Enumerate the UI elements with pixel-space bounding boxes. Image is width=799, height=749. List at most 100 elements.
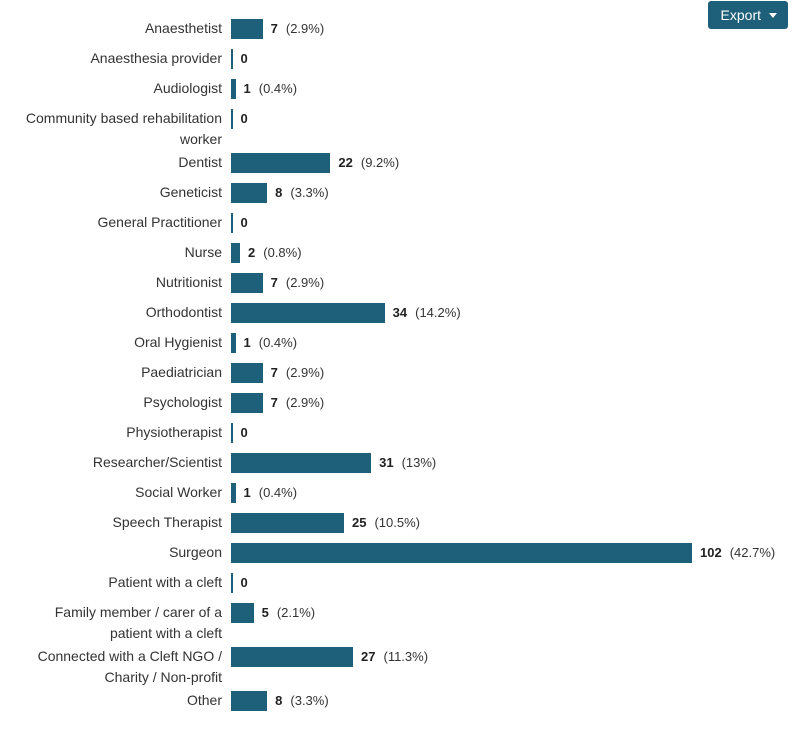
bar — [231, 363, 263, 383]
category-label: Other — [0, 690, 222, 711]
bar — [231, 109, 233, 129]
export-button-label: Export — [720, 7, 761, 23]
category-label: Orthodontist — [0, 302, 222, 323]
percent-label: (2.1%) — [276, 605, 316, 620]
data-label: 0 — [241, 109, 248, 129]
value-label: 7 — [270, 275, 278, 290]
value-label: 102 — [700, 545, 722, 560]
bar — [231, 423, 233, 443]
data-label: 2 (0.8%) — [248, 243, 302, 263]
category-label-line: Nutritionist — [155, 274, 222, 290]
percent-label: (0.4%) — [258, 81, 298, 96]
percent-label: (2.9%) — [285, 275, 325, 290]
category-label: Speech Therapist — [0, 512, 222, 533]
category-label-line: Other — [186, 692, 222, 708]
bar — [231, 573, 233, 593]
chart-row: Geneticist 8 (3.3%) — [0, 182, 799, 212]
data-label: 1 (0.4%) — [244, 333, 298, 353]
value-label: 7 — [270, 21, 278, 36]
bar — [231, 49, 233, 69]
chart-row: Connected with a Cleft NGO / Charity / No… — [0, 646, 799, 690]
chart-row: Physiotherapist 0 — [0, 422, 799, 452]
bar — [231, 273, 263, 293]
category-label-line: Geneticist — [159, 184, 222, 200]
category-label-line: Anaesthesia provider — [90, 50, 222, 66]
chart-row: Oral Hygienist 1 (0.4%) — [0, 332, 799, 362]
category-label-line: Audiologist — [153, 80, 223, 96]
category-label: Paediatrician — [0, 362, 222, 383]
chart-row: Nurse 2 (0.8%) — [0, 242, 799, 272]
bar — [231, 603, 254, 623]
value-label: 34 — [392, 305, 408, 320]
value-label: 7 — [270, 365, 278, 380]
data-label: 7 (2.9%) — [271, 19, 325, 39]
data-label: 0 — [241, 573, 248, 593]
category-label-line: General Practitioner — [97, 214, 222, 230]
chart-row: Family member / carer of a patient with a… — [0, 602, 799, 646]
category-label-line: Social Worker — [135, 484, 222, 500]
category-label: Dentist — [0, 152, 222, 173]
category-label-line: Orthodontist — [145, 304, 222, 320]
chart-row: Speech Therapist 25 (10.5%) — [0, 512, 799, 542]
chart-row: General Practitioner 0 — [0, 212, 799, 242]
percent-label: (0.4%) — [258, 485, 298, 500]
category-label: Psychologist — [0, 392, 222, 413]
category-label: Surgeon — [0, 542, 222, 563]
chart-row: Social Worker 1 (0.4%) — [0, 482, 799, 512]
value-label: 0 — [240, 575, 248, 590]
caret-down-icon — [769, 13, 777, 18]
value-label: 1 — [243, 485, 251, 500]
bar — [231, 79, 236, 99]
bar — [231, 543, 692, 563]
category-label: General Practitioner — [0, 212, 222, 233]
data-label: 7 (2.9%) — [271, 363, 325, 383]
chart-row: Anaesthesia provider 0 — [0, 48, 799, 78]
category-label: Social Worker — [0, 482, 222, 503]
percent-label: (2.9%) — [285, 395, 325, 410]
category-label-line: Researcher/Scientist — [92, 454, 222, 470]
category-label-line: Dentist — [178, 154, 222, 170]
category-label: Connected with a Cleft NGO / Charity / No… — [0, 646, 222, 688]
percent-label: (2.9%) — [285, 21, 325, 36]
category-label: Geneticist — [0, 182, 222, 203]
chart-row: Psychologist 7 (2.9%) — [0, 392, 799, 422]
data-label: 27 (11.3%) — [361, 647, 428, 667]
category-label-line: Oral Hygienist — [134, 334, 222, 350]
data-label: 34 (14.2%) — [393, 303, 461, 323]
category-label: Audiologist — [0, 78, 223, 99]
bar — [231, 333, 236, 353]
data-label: 0 — [241, 213, 248, 233]
category-label-line: Family member / carer of a — [54, 604, 222, 620]
category-label-line: Paediatrician — [141, 364, 222, 380]
category-label: Oral Hygienist — [0, 332, 222, 353]
chart-row: Dentist 22 (9.2%) — [0, 152, 799, 182]
data-label: 1 (0.4%) — [244, 79, 298, 99]
category-label-line: Charity / Non-profit — [104, 669, 222, 685]
percent-label: (42.7%) — [729, 545, 776, 560]
value-label: 27 — [361, 649, 376, 664]
bar — [231, 213, 233, 233]
data-label: 0 — [241, 49, 248, 69]
category-label: Nurse — [0, 242, 222, 263]
chart-row: Surgeon 102 (42.7%) — [0, 542, 799, 572]
chart-row: Patient with a cleft 0 — [0, 572, 799, 602]
export-button[interactable]: Export — [707, 1, 788, 29]
category-label-line: Community based rehabilitation — [25, 110, 222, 126]
category-label-line: Surgeon — [169, 544, 222, 560]
bar — [231, 513, 344, 533]
percent-label: (11.3%) — [383, 649, 429, 664]
category-label-line: Nurse — [184, 244, 222, 260]
category-label-line: Patient with a cleft — [108, 574, 222, 590]
bar — [231, 303, 385, 323]
value-label: 25 — [351, 515, 367, 530]
value-label: 0 — [240, 111, 248, 126]
bar — [231, 483, 236, 503]
chart-row: Researcher/Scientist 31 (13%) — [0, 452, 799, 482]
value-label: 2 — [248, 245, 256, 260]
percent-label: (3.3%) — [290, 693, 329, 708]
chart-row: Other 8 (3.3%) — [0, 690, 799, 720]
bar — [231, 393, 263, 413]
chart-row: Paediatrician 7 (2.9%) — [0, 362, 799, 392]
percent-label: (3.3%) — [290, 185, 329, 200]
percent-label: (0.8%) — [263, 245, 302, 260]
